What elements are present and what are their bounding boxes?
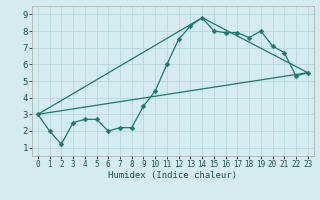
X-axis label: Humidex (Indice chaleur): Humidex (Indice chaleur) [108,171,237,180]
